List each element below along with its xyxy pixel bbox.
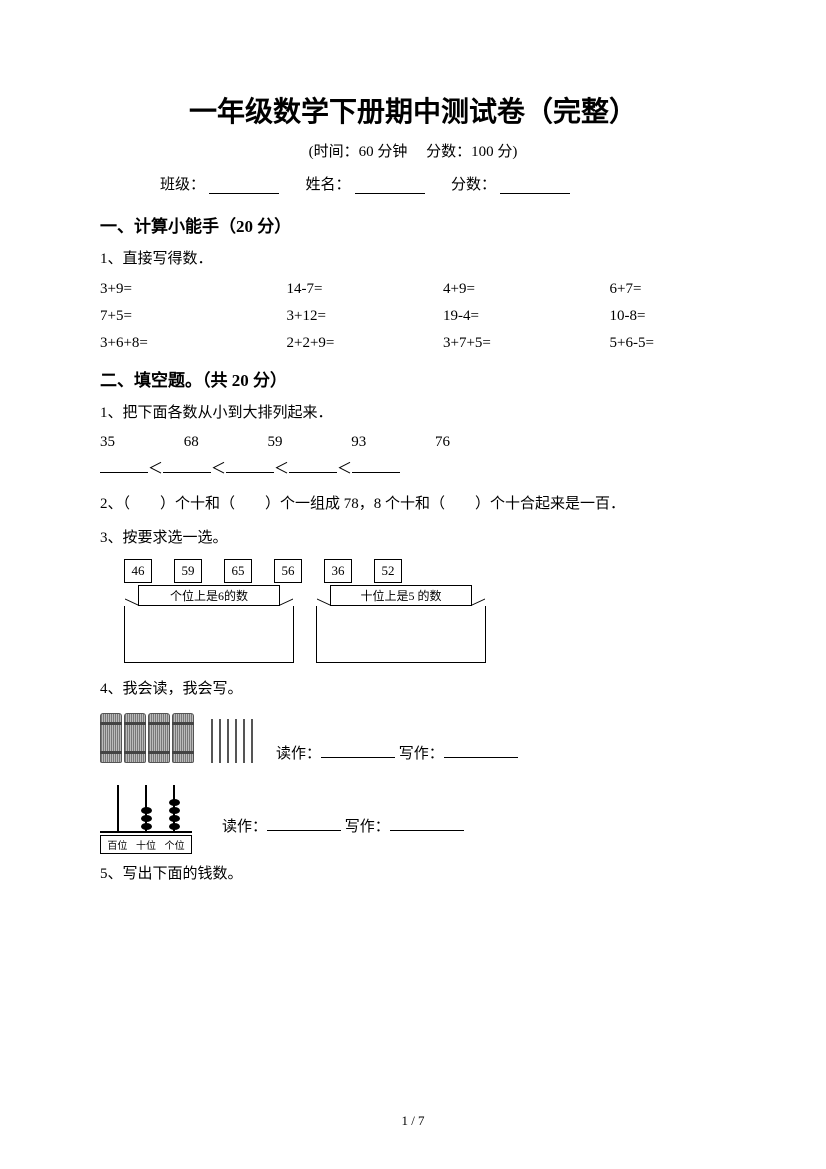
abacus-row: 百位 十位 个位 读作： 写作：: [100, 781, 726, 854]
abacus-label: 十位: [136, 837, 156, 852]
arith-item: 3+6+8=: [100, 335, 257, 352]
arith-item: 19-4=: [413, 308, 570, 325]
name-blank: [355, 179, 425, 194]
sort-box-a: 个位上是6的数: [124, 585, 294, 663]
abacus-labels: 百位 十位 个位: [100, 835, 192, 854]
num-card: 56: [274, 559, 302, 583]
arith-item: 7+5=: [100, 308, 257, 325]
write-label: 写作：: [345, 819, 390, 835]
class-label: 班级：: [160, 177, 205, 193]
doc-subtitle: (时间：60 分钟 分数：100 分): [100, 140, 726, 161]
num-card: 65: [224, 559, 252, 583]
num: 59: [268, 434, 348, 451]
page-number: 1 / 7: [0, 1113, 826, 1129]
arith-item: 14-7=: [257, 281, 414, 298]
sort-bin-a: [124, 606, 294, 663]
read-label: 读作：: [222, 819, 267, 835]
abacus-label: 个位: [165, 837, 185, 852]
bundles-icon: [100, 713, 194, 763]
sort-label-a: 个位上是6的数: [138, 585, 280, 606]
arith-item: 10-8=: [570, 308, 727, 325]
s2-q1-label: 1、把下面各数从小到大排列起来．: [100, 401, 726, 427]
s2-q5-label: 5、写出下面的钱数。: [100, 862, 726, 888]
s2-q4-label: 4、我会读，我会写。: [100, 677, 726, 703]
section1-head: 一、计算小能手（20 分）: [100, 212, 726, 237]
card-row: 46 59 65 56 36 52: [124, 559, 726, 583]
arith-item: 6+7=: [570, 281, 727, 298]
read-label: 读作：: [276, 746, 321, 762]
rod-tens: [145, 785, 147, 831]
arith-grid: 3+9= 14-7= 4+9= 6+7= 7+5= 3+12= 19-4= 10…: [100, 281, 726, 352]
sort-boxes: 个位上是6的数 十位上是5 的数: [124, 585, 726, 663]
arith-item: 3+9=: [100, 281, 257, 298]
read-write-2: 读作： 写作：: [222, 815, 464, 836]
s1-q1-label: 1、直接写得数．: [100, 247, 726, 273]
s2-q2: 2、（ ）个十和（ ）个一组成 78，8 个十和（ ）个十合起来是一百．: [100, 492, 726, 518]
rod-hundreds: [117, 785, 119, 831]
sticks-icon: [208, 719, 256, 763]
s2-q3-label: 3、按要求选一选。: [100, 526, 726, 552]
abacus-icon: 百位 十位 个位: [100, 781, 192, 854]
rod-ones: [173, 785, 175, 831]
arith-item: 5+6-5=: [570, 335, 727, 352]
num-card: 59: [174, 559, 202, 583]
num: 76: [435, 434, 515, 451]
sort-bin-b: [316, 606, 486, 663]
score-blank: [500, 179, 570, 194]
arith-item: 3+12=: [257, 308, 414, 325]
sort-label-b: 十位上是5 的数: [330, 585, 472, 606]
arith-item: 2+2+9=: [257, 335, 414, 352]
read-write-1: 读作： 写作：: [276, 742, 518, 763]
s2-q1-order: ＜＜＜＜: [100, 457, 726, 478]
class-blank: [209, 179, 279, 194]
doc-title: 一年级数学下册期中测试卷（完整）: [100, 90, 726, 130]
s2-q1-numbers: 35 68 59 93 76: [100, 434, 726, 451]
write-label: 写作：: [399, 746, 444, 762]
arith-item: 3+7+5=: [413, 335, 570, 352]
num: 68: [184, 434, 264, 451]
info-row: 班级： 姓名： 分数：: [100, 173, 726, 194]
name-label: 姓名：: [306, 177, 351, 193]
sort-box-b: 十位上是5 的数: [316, 585, 486, 663]
score-label: 分数：: [451, 177, 496, 193]
num-card: 52: [374, 559, 402, 583]
bundle-row: 读作： 写作：: [100, 713, 726, 763]
page: 一年级数学下册期中测试卷（完整） (时间：60 分钟 分数：100 分) 班级：…: [0, 0, 826, 1169]
num-card: 36: [324, 559, 352, 583]
num: 35: [100, 434, 180, 451]
arith-item: 4+9=: [413, 281, 570, 298]
num-card: 46: [124, 559, 152, 583]
num: 93: [351, 434, 431, 451]
section2-head: 二、填空题。（共 20 分）: [100, 366, 726, 391]
abacus-label: 百位: [107, 837, 127, 852]
